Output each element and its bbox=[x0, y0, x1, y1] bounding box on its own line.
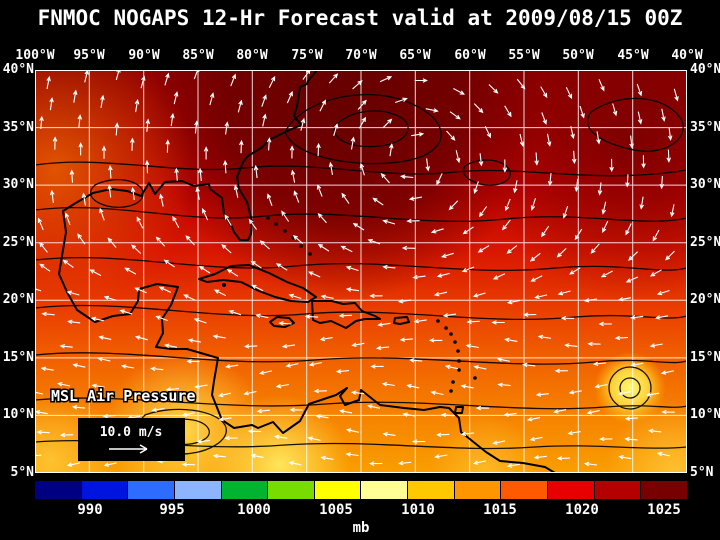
chart-title: FNMOC NOGAPS 12-Hr Forecast valid at 200… bbox=[37, 6, 683, 30]
colorbar bbox=[35, 481, 687, 499]
lon-tick: 55°W bbox=[508, 48, 540, 63]
lon-tick: 70°W bbox=[345, 48, 377, 63]
colorbar-segment bbox=[454, 481, 501, 499]
colorbar-segment bbox=[268, 481, 314, 499]
lat-tick: 25°N bbox=[2, 235, 34, 250]
lat-tick: 10°N bbox=[690, 407, 720, 422]
lat-tick: 20°N bbox=[2, 292, 34, 307]
lat-tick: 5°N bbox=[690, 465, 714, 480]
lon-tick: 85°W bbox=[182, 48, 214, 63]
colorbar-segment bbox=[594, 481, 641, 499]
lon-tick: 45°W bbox=[617, 48, 649, 63]
colorbar-segment bbox=[408, 481, 454, 499]
lon-tick: 65°W bbox=[399, 48, 431, 63]
colorbar-segment bbox=[548, 481, 594, 499]
wind-scale-legend: 10.0 m/s bbox=[78, 418, 185, 461]
colorbar-segment bbox=[361, 481, 408, 499]
island-dots bbox=[222, 216, 477, 393]
lat-tick: 5°N bbox=[10, 465, 34, 480]
colorbar-tick: 1025 bbox=[647, 502, 681, 518]
lat-tick: 25°N bbox=[690, 235, 720, 250]
lat-tick: 20°N bbox=[690, 292, 720, 307]
lat-tick: 35°N bbox=[2, 120, 34, 135]
colorbar-segment bbox=[641, 481, 687, 499]
colorbar-tick: 990 bbox=[77, 502, 103, 518]
lon-tick: 40°W bbox=[671, 48, 703, 63]
colorbar-tick: 1020 bbox=[565, 502, 599, 518]
lat-tick: 15°N bbox=[690, 350, 720, 365]
pressure-map: MSL Air Pressure 10.0 m/s bbox=[35, 70, 687, 473]
lat-tick: 15°N bbox=[2, 350, 34, 365]
lon-tick: 100°W bbox=[15, 48, 55, 63]
wind-scale-label: 10.0 m/s bbox=[100, 425, 163, 440]
colorbar-segment bbox=[35, 481, 81, 499]
lat-tick: 35°N bbox=[690, 120, 720, 135]
colorbar-segment bbox=[314, 481, 361, 499]
lat-tick: 10°N bbox=[2, 407, 34, 422]
map-area: MSL Air Pressure 10.0 m/s bbox=[35, 70, 687, 473]
lat-tick: 30°N bbox=[2, 177, 34, 192]
colorbar-tick: 1005 bbox=[319, 502, 353, 518]
wind-scale-arrow-icon bbox=[109, 444, 148, 454]
lon-tick: 75°W bbox=[291, 48, 323, 63]
colorbar-segment bbox=[174, 481, 221, 499]
wind-scale-box bbox=[78, 418, 185, 461]
colorbar-unit-label: mb bbox=[352, 520, 370, 536]
vortex-contour bbox=[608, 366, 652, 410]
lat-tick: 40°N bbox=[2, 62, 34, 77]
field-label: MSL Air Pressure bbox=[51, 387, 196, 405]
lat-tick: 40°N bbox=[690, 62, 720, 77]
colorbar-segment bbox=[501, 481, 548, 499]
lon-tick: 60°W bbox=[454, 48, 486, 63]
colorbar-tick: 995 bbox=[159, 502, 185, 518]
colorbar-tick: 1010 bbox=[401, 502, 435, 518]
lat-tick: 30°N bbox=[690, 177, 720, 192]
vortex-contour bbox=[619, 377, 641, 399]
lon-tick: 95°W bbox=[73, 48, 105, 63]
colorbar-segment bbox=[81, 481, 128, 499]
lon-tick: 80°W bbox=[236, 48, 268, 63]
lon-tick: 50°W bbox=[562, 48, 594, 63]
lon-tick: 90°W bbox=[128, 48, 160, 63]
colorbar-tick: 1015 bbox=[483, 502, 517, 518]
colorbar-segment bbox=[221, 481, 268, 499]
coastlines bbox=[58, 70, 556, 473]
colorbar-segment bbox=[128, 481, 174, 499]
colorbar-tick: 1000 bbox=[237, 502, 271, 518]
map-frame bbox=[35, 70, 687, 473]
